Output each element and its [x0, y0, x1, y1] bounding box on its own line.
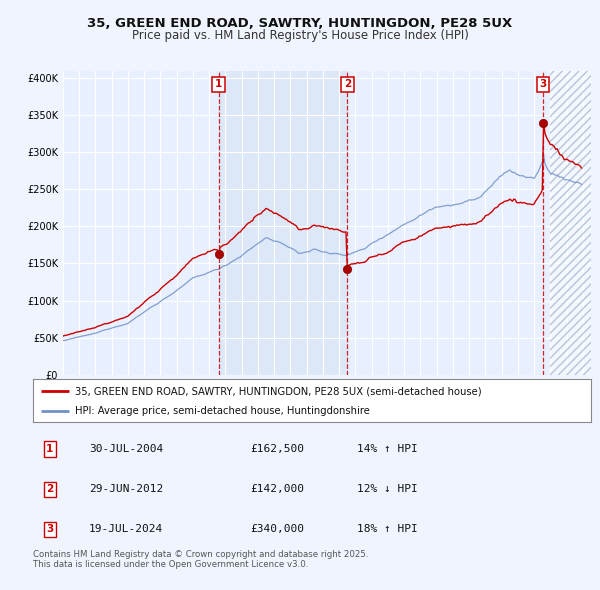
- Text: 29-JUN-2012: 29-JUN-2012: [89, 484, 163, 494]
- Text: 35, GREEN END ROAD, SAWTRY, HUNTINGDON, PE28 5UX (semi-detached house): 35, GREEN END ROAD, SAWTRY, HUNTINGDON, …: [75, 386, 481, 396]
- Text: 14% ↑ HPI: 14% ↑ HPI: [356, 444, 418, 454]
- Text: 18% ↑ HPI: 18% ↑ HPI: [356, 525, 418, 534]
- Text: £142,000: £142,000: [251, 484, 305, 494]
- Text: 12% ↓ HPI: 12% ↓ HPI: [356, 484, 418, 494]
- Text: 3: 3: [46, 525, 53, 534]
- Bar: [550, 71, 591, 375]
- Text: HPI: Average price, semi-detached house, Huntingdonshire: HPI: Average price, semi-detached house,…: [75, 407, 370, 416]
- Text: 1: 1: [46, 444, 53, 454]
- Bar: [218, 71, 347, 375]
- Text: 35, GREEN END ROAD, SAWTRY, HUNTINGDON, PE28 5UX: 35, GREEN END ROAD, SAWTRY, HUNTINGDON, …: [88, 17, 512, 30]
- Text: 1: 1: [215, 79, 222, 89]
- Text: 2: 2: [344, 79, 351, 89]
- Text: 3: 3: [539, 79, 547, 89]
- Text: 19-JUL-2024: 19-JUL-2024: [89, 525, 163, 534]
- Text: £340,000: £340,000: [251, 525, 305, 534]
- Text: Contains HM Land Registry data © Crown copyright and database right 2025.
This d: Contains HM Land Registry data © Crown c…: [33, 550, 368, 569]
- Text: £162,500: £162,500: [251, 444, 305, 454]
- Text: 30-JUL-2004: 30-JUL-2004: [89, 444, 163, 454]
- Text: 2: 2: [46, 484, 53, 494]
- Bar: [550, 71, 591, 375]
- Text: Price paid vs. HM Land Registry's House Price Index (HPI): Price paid vs. HM Land Registry's House …: [131, 29, 469, 42]
